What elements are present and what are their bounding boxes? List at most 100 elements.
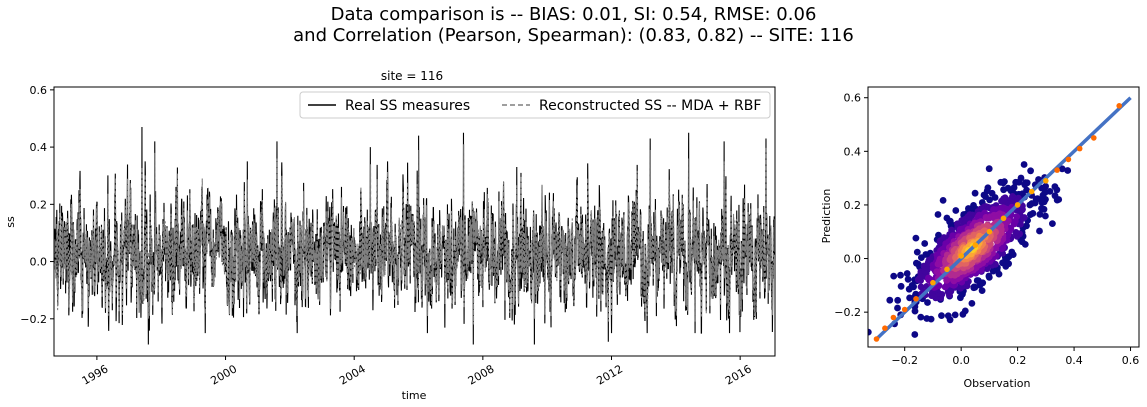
scatter-point — [1027, 167, 1034, 175]
quantile-point — [958, 253, 964, 259]
scatter-point — [904, 275, 912, 283]
time-series-legend: Real SS measures Reconstructed SS -- MDA… — [299, 91, 771, 119]
x-tick-label: 0.2 — [1009, 354, 1027, 367]
scatter-point — [906, 294, 913, 302]
figure-title-line-1: Data comparison is -- BIAS: 0.01, SI: 0.… — [330, 4, 817, 25]
x-tick-label: 0.6 — [1122, 354, 1140, 367]
x-tick-label: 2012 — [594, 362, 625, 387]
x-tick-label: 2016 — [723, 362, 754, 387]
scatter-point — [1012, 229, 1020, 236]
scatter-point — [912, 234, 920, 242]
scatter-point — [968, 300, 976, 307]
scatter-point — [913, 248, 921, 256]
scatter-point — [1008, 248, 1016, 256]
quantile-point — [986, 228, 993, 235]
scatter-panel: −0.2 0.0 0.2 0.4 0.6 −0.2 0.0 0.2 0.4 0.6 Observ… — [820, 86, 1140, 390]
scatter-point — [952, 207, 960, 214]
scatter-point — [924, 299, 931, 306]
scatter-point — [1051, 192, 1059, 200]
scatter-point — [986, 196, 993, 204]
time-series-x-axis-label: time — [402, 389, 427, 402]
scatter-point — [894, 296, 902, 304]
time-series-y-axis: −0.2 0.0 0.2 0.4 0.6 — [20, 84, 54, 326]
scatter-point — [910, 283, 917, 291]
scatter-point — [978, 287, 986, 294]
scatter-point — [1042, 212, 1049, 220]
legend-frame — [299, 91, 771, 119]
y-tick-label: 0.0 — [30, 256, 48, 269]
quantile-point — [913, 296, 919, 302]
scatter-point — [1058, 165, 1066, 173]
figure-title-line-2: and Correlation (Pearson, Spearman): (0.… — [293, 25, 854, 46]
scatter-point — [985, 165, 993, 173]
quantile-point — [1091, 135, 1097, 141]
scatter-point — [894, 304, 901, 312]
x-tick-label: −0.2 — [891, 354, 918, 367]
scatter-point — [1049, 220, 1056, 228]
scatter-point — [911, 331, 919, 338]
quantile-point — [1000, 215, 1007, 222]
scatter-point — [1051, 183, 1059, 191]
scatter-point — [938, 312, 945, 319]
scatter-x-axis: −0.2 0.0 0.2 0.4 0.6 — [891, 347, 1139, 367]
scatter-point — [971, 189, 979, 197]
scatter-point — [1036, 211, 1044, 218]
series-line-reconstructed — [54, 144, 775, 325]
quantile-point — [882, 325, 888, 332]
y-tick-label: 0.6 — [30, 84, 48, 97]
scatter-frame — [867, 86, 1140, 348]
scatter-point — [886, 296, 894, 304]
scatter-point — [934, 211, 942, 218]
y-tick-label: −0.2 — [834, 306, 861, 319]
scatter-point — [999, 179, 1007, 187]
time-series-panel: site = 116 −0.2 0.0 0.2 0.4 0.6 1996 2000 2004… — [4, 69, 776, 402]
scatter-point — [991, 194, 999, 201]
quantile-point — [972, 242, 979, 248]
time-series-title: site = 116 — [381, 69, 443, 83]
x-tick-label: 0.4 — [1065, 354, 1083, 367]
scatter-point — [951, 311, 959, 319]
scatter-point — [939, 197, 947, 204]
scatter-point — [1038, 205, 1045, 212]
scatter-point — [890, 272, 898, 280]
quantile-point — [890, 314, 897, 321]
quantile-point — [901, 306, 908, 313]
scatter-points — [868, 96, 1132, 342]
y-tick-label: −0.2 — [20, 313, 47, 326]
quantile-point — [1116, 103, 1122, 109]
time-series-data — [54, 127, 775, 345]
scatter-point — [1036, 227, 1043, 235]
scatter-point — [970, 283, 978, 291]
quantile-point — [1028, 188, 1035, 195]
quantile-point — [1054, 167, 1060, 173]
scatter-point — [1064, 167, 1072, 174]
quantile-point — [1043, 178, 1049, 184]
scatter-point — [868, 328, 872, 336]
y-tick-label: 0.4 — [844, 145, 862, 158]
legend-label-real: Real SS measures — [345, 98, 470, 114]
scatter-point — [1015, 178, 1023, 186]
quantile-point — [930, 279, 936, 286]
scatter-point — [1039, 191, 1047, 199]
scatter-point — [1000, 186, 1007, 194]
x-tick-label: 2008 — [466, 362, 497, 387]
scatter-point — [917, 313, 925, 321]
scatter-data — [868, 96, 1132, 342]
scatter-point — [1027, 211, 1034, 219]
y-tick-label: 0.4 — [30, 141, 48, 154]
time-series-y-axis-label: ss — [4, 216, 17, 228]
quantile-point — [1065, 156, 1072, 163]
scatter-y-axis: −0.2 0.0 0.2 0.4 0.6 — [834, 92, 868, 319]
scatter-x-axis-label: Observation — [964, 377, 1031, 390]
scatter-point — [903, 270, 911, 277]
scatter-point — [986, 214, 993, 222]
y-tick-label: 0.2 — [844, 199, 862, 212]
scatter-point — [921, 240, 929, 247]
quantile-point — [873, 336, 880, 342]
time-series-x-axis: 1996 2000 2004 2008 2012 2016 — [80, 356, 754, 388]
x-tick-label: 0.0 — [952, 354, 970, 367]
scatter-point — [973, 277, 981, 284]
scatter-point — [944, 312, 952, 320]
